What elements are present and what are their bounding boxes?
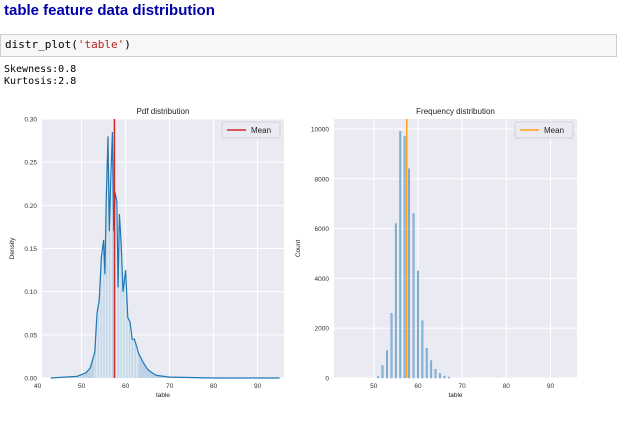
count-bar: [412, 213, 415, 379]
y-tick-label: 0.10: [24, 289, 37, 296]
x-tick-label: 70: [459, 383, 467, 390]
count-bar: [447, 376, 450, 379]
chart-1: 0.00 0.05 0.10 0.15 0.20 0.25 0.30 40 50 60 70 80 90…: [9, 107, 284, 399]
x-tick-label: 60: [122, 383, 130, 390]
charts-figure: 0.00 0.05 0.10 0.15 0.20 0.25 0.30 40 50 60 70 80 90…: [9, 107, 577, 399]
y-axis-label: Count: [295, 240, 302, 258]
x-tick-label: 80: [210, 383, 218, 390]
legend-label: Mean: [251, 126, 271, 135]
count-bar: [377, 376, 380, 379]
y-tick-label: 10000: [311, 126, 329, 133]
y-tick-label: 6000: [315, 226, 330, 233]
count-bar: [386, 350, 388, 379]
x-tick-label: 70: [166, 383, 174, 390]
count-bar: [390, 313, 393, 379]
legend-box: [514, 121, 574, 139]
code-cell[interactable]: distr_plot('table'): [0, 34, 617, 57]
plot-area: [334, 119, 577, 378]
x-axis-label: table: [448, 392, 462, 399]
chart-title: Frequency distribution: [416, 107, 495, 116]
y-tick-label: 0.30: [24, 117, 37, 124]
y-tick-label: 2000: [315, 326, 330, 333]
x-tick-label: 50: [370, 383, 378, 390]
count-bar: [403, 136, 406, 379]
chart-2: 0 2000 4000 6000 8000 10000 50 60 70 80 90 Mean Freq…: [295, 107, 577, 399]
y-tick-label: 0.15: [24, 246, 37, 253]
code-string-arg: 'table': [77, 38, 125, 51]
legend: Mean: [514, 121, 574, 139]
count-bar: [434, 369, 437, 379]
density-line: [50, 131, 280, 379]
x-tick-label: 50: [78, 383, 86, 390]
count-bar: [421, 320, 424, 379]
density-fill: [50, 132, 280, 378]
section-heading: table feature data distribution: [4, 2, 215, 19]
count-bar: [439, 373, 441, 379]
y-tick-label: 4000: [315, 276, 330, 283]
x-tick-label: 90: [547, 383, 555, 390]
chart-title: Pdf distribution: [137, 107, 190, 116]
y-tick-label: 0.25: [24, 160, 37, 167]
legend-box: [221, 121, 281, 139]
count-bar: [430, 360, 433, 379]
x-tick-label: 40: [34, 383, 42, 390]
legend-label: Mean: [544, 126, 564, 135]
count-bar: [425, 347, 428, 379]
y-tick-label: 0.05: [24, 332, 37, 339]
y-tick-label: 0.20: [24, 203, 37, 210]
x-tick-label: 60: [414, 383, 422, 390]
y-tick-label: 0: [325, 376, 329, 383]
count-bar: [394, 223, 397, 379]
code-line: distr_plot('table'): [5, 38, 131, 51]
legend: Mean: [221, 121, 281, 139]
code-close-paren: ): [124, 38, 131, 51]
kurtosis-output: Kurtosis:2.8: [4, 76, 77, 87]
y-axis-label: Density: [9, 237, 16, 259]
count-bar: [408, 168, 410, 379]
count-bar: [417, 270, 419, 379]
x-tick-label: 90: [254, 383, 262, 390]
x-tick-label: 80: [503, 383, 511, 390]
skewness-output: Skewness:0.8: [4, 64, 77, 75]
x-axis-label: table: [156, 392, 170, 399]
count-bar: [381, 365, 384, 379]
y-tick-label: 8000: [315, 176, 330, 183]
count-bar: [399, 131, 402, 379]
code-function: distr_plot(: [5, 38, 78, 51]
y-tick-label: 0.00: [24, 376, 37, 383]
count-bar: [443, 375, 446, 379]
